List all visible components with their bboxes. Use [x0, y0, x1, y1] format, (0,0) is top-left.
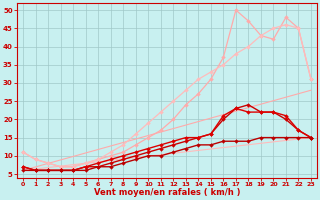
X-axis label: Vent moyen/en rafales ( km/h ): Vent moyen/en rafales ( km/h ) [94, 188, 240, 197]
